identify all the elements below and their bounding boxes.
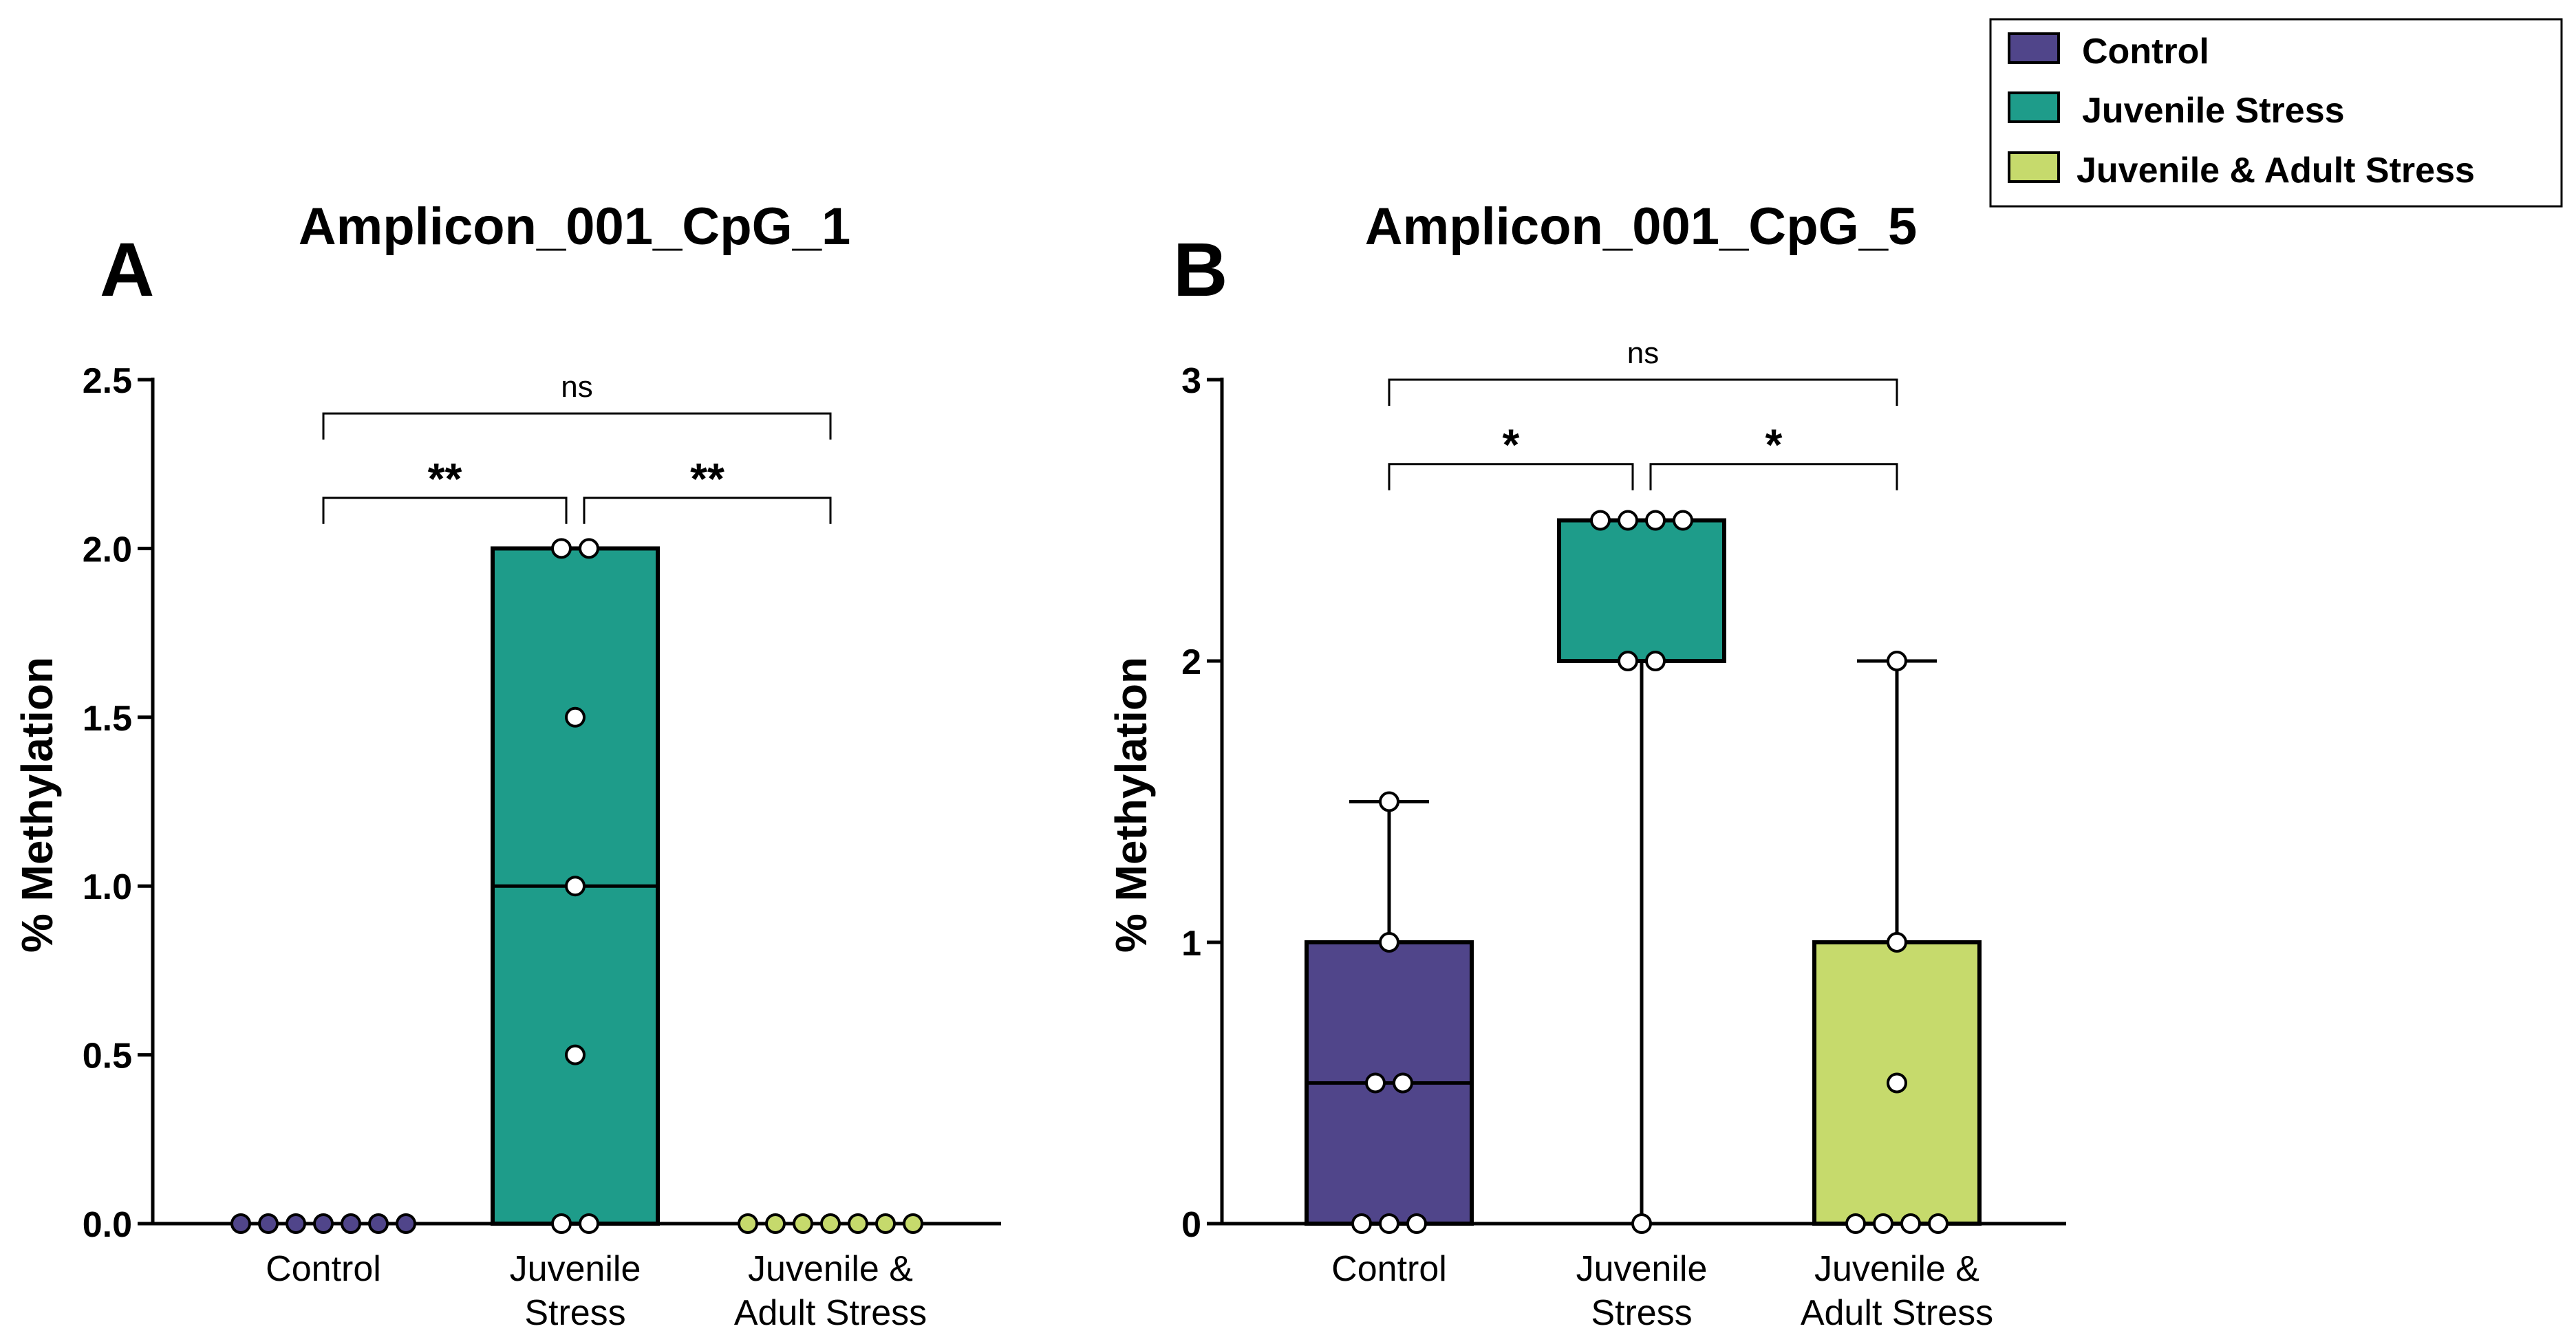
panel-b-significance-bracket bbox=[1388, 463, 1634, 490]
panel-b-y-tick-label: 0 bbox=[1181, 1205, 1201, 1245]
panel-b-significance-label: * bbox=[1765, 420, 1783, 470]
legend-item-control: Control bbox=[2008, 32, 2209, 72]
panel-b-y-axis-label: % Methylation bbox=[1106, 657, 1156, 953]
panel-a-significance-label: ** bbox=[428, 454, 462, 503]
panel-b-data-point-juvenile-adult-stress bbox=[1900, 1213, 1921, 1234]
panel-b-significance-bracket bbox=[1649, 463, 1898, 490]
panel-b-data-point-juvenile-stress bbox=[1590, 510, 1611, 531]
panel-a-data-point-control bbox=[230, 1213, 251, 1234]
panel-b-data-point-juvenile-stress bbox=[1618, 510, 1638, 531]
panel-a-data-point-control bbox=[258, 1213, 279, 1234]
panel-b-data-point-juvenile-adult-stress bbox=[1887, 932, 1907, 953]
panel-a-data-point-juvenile-stress bbox=[551, 538, 572, 559]
panel-a-data-point-juvenile-adult-stress bbox=[738, 1213, 758, 1234]
panel-a-title: Amplicon_001_CpG_1 bbox=[299, 197, 851, 256]
panel-a-significance-label: ns bbox=[561, 370, 592, 404]
panel-a-data-point-juvenile-adult-stress bbox=[820, 1213, 841, 1234]
panel-a-data-point-control bbox=[396, 1213, 416, 1234]
panel-a-data-point-control bbox=[313, 1213, 334, 1234]
panel-a-x-tick-label-juvenile-adult-stress: Juvenile & bbox=[748, 1249, 913, 1289]
legend-swatch-juvenile-stress bbox=[2008, 91, 2060, 123]
panel-a-data-point-juvenile-adult-stress bbox=[848, 1213, 868, 1234]
panel-b-x-tick-label-control: Control bbox=[1331, 1249, 1447, 1289]
panel-b-data-point-control bbox=[1393, 1072, 1413, 1094]
legend-frame bbox=[1989, 18, 2563, 208]
panel-a-y-tick-label: 0.0 bbox=[83, 1205, 132, 1245]
panel-b-data-point-juvenile-adult-stress bbox=[1887, 1072, 1907, 1094]
panel-a-x-tick-label-control: Control bbox=[266, 1249, 381, 1289]
panel-b-x-tick-label-juvenile-stress: Juvenile bbox=[1576, 1249, 1708, 1289]
panel-a-y-tick-label: 2.0 bbox=[83, 530, 132, 570]
panel-b-y-tick-label: 2 bbox=[1181, 642, 1201, 682]
panel-a-y-tick-label: 2.5 bbox=[83, 361, 132, 401]
panel-a-data-point-juvenile-stress bbox=[565, 1044, 586, 1065]
panel-a-data-point-juvenile-stress bbox=[565, 876, 586, 897]
legend-label-juvenile-adult-stress: Juvenile & Adult Stress bbox=[2076, 151, 2475, 191]
panel-b-data-point-juvenile-stress bbox=[1673, 510, 1693, 531]
panel-a-significance-bracket bbox=[583, 497, 832, 524]
panel-b-title: Amplicon_001_CpG_5 bbox=[1365, 197, 1918, 256]
panel-a-data-point-juvenile-adult-stress bbox=[903, 1213, 923, 1234]
panel-a-data-point-juvenile-adult-stress bbox=[875, 1213, 896, 1234]
panel-b-data-point-juvenile-adult-stress bbox=[1873, 1213, 1893, 1234]
panel-a-significance-label: ** bbox=[690, 454, 724, 503]
legend-item-juvenile-stress: Juvenile Stress bbox=[2008, 91, 2345, 131]
panel-a-data-point-juvenile-adult-stress bbox=[765, 1213, 786, 1234]
panel-a-data-point-juvenile-stress bbox=[565, 706, 586, 728]
panel-b-data-point-control bbox=[1406, 1213, 1427, 1234]
panel-b-data-point-control bbox=[1379, 791, 1399, 812]
panel-a-significance-bracket bbox=[322, 497, 568, 524]
panel-a-data-point-juvenile-stress bbox=[579, 1213, 599, 1234]
legend-swatch-control bbox=[2008, 32, 2060, 64]
panel-a-significance-bracket bbox=[322, 412, 832, 440]
legend-label-juvenile-stress: Juvenile Stress bbox=[2082, 91, 2345, 131]
panel-b-significance-bracket bbox=[1388, 378, 1898, 406]
panel-b-y-tick-label: 1 bbox=[1181, 924, 1201, 964]
panel-b-significance-label: ns bbox=[1627, 336, 1659, 370]
panel-b-data-point-juvenile-stress bbox=[1645, 510, 1666, 531]
panel-a-data-point-control bbox=[341, 1213, 361, 1234]
panel-b-y-tick-label: 3 bbox=[1181, 361, 1201, 401]
panel-b-x-tick-label-juvenile-adult-stress: Adult Stress bbox=[1801, 1293, 1993, 1333]
panel-b-x-tick-label-juvenile-stress: Stress bbox=[1591, 1293, 1692, 1333]
panel-b-data-point-juvenile-adult-stress bbox=[1928, 1213, 1949, 1234]
panel-b-label: B bbox=[1173, 228, 1227, 312]
panel-a-y-tick-label: 1.0 bbox=[83, 867, 132, 907]
panel-a-y-tick-label: 0.5 bbox=[83, 1037, 132, 1076]
panel-a-data-point-juvenile-adult-stress bbox=[793, 1213, 813, 1234]
panel-a-data-point-juvenile-stress bbox=[551, 1213, 572, 1234]
panel-a-data-point-juvenile-stress bbox=[579, 538, 599, 559]
panel-a-label: A bbox=[100, 228, 154, 312]
panel-a-x-tick-label-juvenile-stress: Stress bbox=[524, 1293, 625, 1333]
panel-b-data-point-juvenile-stress bbox=[1645, 651, 1666, 671]
panel-b-data-point-juvenile-stress bbox=[1618, 651, 1638, 671]
panel-a: A Amplicon_001_CpG_1 % Methylation 0.00.… bbox=[12, 197, 1001, 1333]
panel-b-data-point-juvenile-adult-stress bbox=[1887, 651, 1907, 671]
panel-b-data-point-control bbox=[1351, 1213, 1372, 1234]
panel-a-data-point-control bbox=[286, 1213, 306, 1234]
panel-b: B Amplicon_001_CpG_5 % Methylation 0 1 2 3 C… bbox=[1106, 197, 2066, 1333]
panel-a-x-tick-label-juvenile-adult-stress: Adult Stress bbox=[734, 1293, 927, 1333]
legend-item-juvenile-adult-stress: Juvenile & Adult Stress bbox=[2008, 151, 2475, 191]
panel-b-data-point-control bbox=[1379, 1213, 1399, 1234]
legend: Control Juvenile Stress Juvenile & Adult… bbox=[1989, 18, 2563, 208]
panel-b-significance-label: * bbox=[1503, 420, 1520, 470]
panel-b-box-juvenile-stress bbox=[1557, 518, 1726, 663]
panel-b-data-point-juvenile-stress bbox=[1631, 1213, 1652, 1234]
panel-a-y-axis-label: % Methylation bbox=[12, 657, 62, 953]
panel-a-data-point-control bbox=[368, 1213, 389, 1234]
panel-b-data-point-juvenile-adult-stress bbox=[1845, 1213, 1866, 1234]
panel-a-y-tick-label: 1.5 bbox=[83, 699, 132, 739]
legend-label-control: Control bbox=[2082, 32, 2209, 72]
panel-b-data-point-control bbox=[1379, 932, 1399, 953]
panel-a-x-tick-label-juvenile-stress: Juvenile bbox=[510, 1249, 641, 1289]
legend-swatch-juvenile-adult-stress bbox=[2008, 151, 2060, 183]
panel-b-data-point-control bbox=[1365, 1072, 1386, 1094]
panel-b-x-tick-label-juvenile-adult-stress: Juvenile & bbox=[1814, 1249, 1979, 1289]
